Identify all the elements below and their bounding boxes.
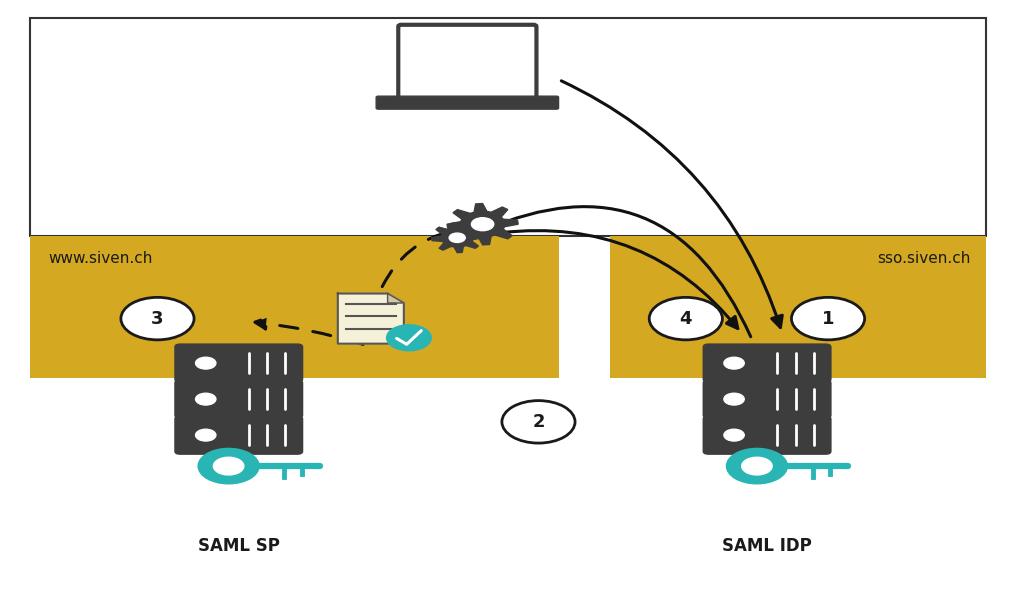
Circle shape (195, 393, 215, 405)
Circle shape (195, 430, 215, 441)
FancyBboxPatch shape (174, 415, 303, 455)
Circle shape (386, 324, 431, 350)
Circle shape (198, 448, 259, 484)
Text: sso.siven.ch: sso.siven.ch (877, 251, 970, 266)
FancyBboxPatch shape (174, 379, 303, 419)
Text: SAML IDP: SAML IDP (722, 537, 812, 555)
FancyArrowPatch shape (561, 81, 782, 327)
Circle shape (724, 430, 744, 441)
Polygon shape (337, 293, 403, 343)
FancyBboxPatch shape (30, 236, 559, 378)
Polygon shape (387, 293, 403, 303)
FancyBboxPatch shape (610, 236, 986, 378)
Text: SAML SP: SAML SP (198, 537, 279, 555)
Circle shape (195, 357, 215, 369)
FancyBboxPatch shape (30, 18, 986, 236)
Ellipse shape (649, 297, 722, 340)
Ellipse shape (502, 401, 575, 443)
Circle shape (213, 457, 244, 475)
Ellipse shape (791, 297, 865, 340)
Text: www.siven.ch: www.siven.ch (49, 251, 153, 266)
FancyBboxPatch shape (703, 415, 831, 455)
FancyBboxPatch shape (376, 96, 559, 109)
Text: 4: 4 (680, 310, 692, 327)
Circle shape (726, 448, 787, 484)
FancyBboxPatch shape (174, 343, 303, 383)
FancyArrowPatch shape (382, 228, 451, 287)
FancyBboxPatch shape (703, 379, 831, 419)
Circle shape (724, 357, 744, 369)
FancyBboxPatch shape (398, 25, 536, 99)
FancyArrowPatch shape (501, 231, 738, 329)
Circle shape (471, 218, 494, 231)
FancyArrowPatch shape (255, 318, 363, 345)
Circle shape (449, 233, 465, 242)
Text: 1: 1 (822, 310, 834, 327)
Circle shape (724, 393, 744, 405)
Text: 2: 2 (532, 413, 545, 431)
FancyArrowPatch shape (484, 206, 751, 337)
Ellipse shape (121, 297, 194, 340)
Polygon shape (432, 223, 483, 253)
Text: 3: 3 (151, 310, 164, 327)
FancyBboxPatch shape (703, 343, 831, 383)
Circle shape (742, 457, 772, 475)
Polygon shape (447, 204, 518, 245)
